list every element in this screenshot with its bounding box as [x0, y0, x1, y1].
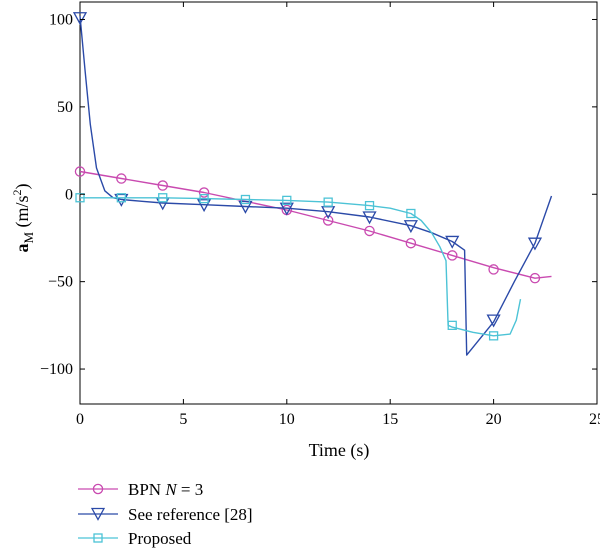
data-point [279, 202, 294, 216]
data-point [75, 193, 85, 203]
data-point [74, 166, 86, 177]
data-point [116, 193, 127, 203]
legend-item-proposed: Proposed [78, 529, 192, 548]
data-point [72, 12, 88, 26]
series-line-1 [79, 15, 553, 356]
series-1 [72, 12, 553, 356]
data-point [116, 173, 127, 184]
data-point [199, 193, 209, 204]
y-tick-label: −50 [48, 274, 73, 291]
x-tick-label: 15 [382, 411, 398, 428]
y-axis-label-sup: 2 [10, 189, 24, 195]
data-point [240, 194, 251, 205]
y-tick-label: 0 [65, 186, 73, 203]
y-tick-label: −100 [40, 361, 73, 378]
data-point [282, 195, 292, 206]
legend-label-bpn: BPN N = 3 [128, 480, 203, 499]
legend-label-bpn-tail: = 3 [177, 480, 204, 499]
data-point [157, 180, 168, 191]
data-point [198, 187, 210, 198]
y-tick-label: 50 [57, 99, 73, 116]
data-point [364, 225, 375, 237]
y-axis-label: aM (m/s2) [10, 183, 36, 252]
data-point [362, 211, 377, 225]
legend-item-bpn: BPN N = 3 [78, 480, 203, 499]
legend-label-bpn-italic: N [164, 480, 178, 499]
data-point [527, 237, 543, 251]
data-point [406, 208, 416, 219]
x-tick-label: 10 [279, 411, 295, 428]
y-axis-label-main: a [12, 244, 32, 253]
data-point [446, 250, 458, 261]
data-point [323, 197, 333, 207]
legend-label-proposed: Proposed [128, 529, 192, 548]
y-axis-label-sub: M [21, 232, 36, 244]
plot-area [79, 1, 598, 405]
data-point [486, 314, 501, 328]
series-line-0 [79, 170, 552, 279]
y-tick-label: 100 [49, 11, 73, 28]
data-point [447, 320, 457, 330]
legend-marker-bpn [92, 483, 104, 495]
x-tick-label: 20 [486, 411, 502, 428]
data-point [364, 200, 375, 211]
x-tick-label: 25 [589, 411, 600, 428]
data-point [322, 215, 334, 226]
x-tick-label: 0 [76, 411, 84, 428]
y-axis-label-close: ) [12, 183, 33, 189]
legend-item-reference: See reference [28] [78, 505, 253, 524]
x-tick-label: 5 [179, 411, 187, 428]
series-2 [75, 193, 522, 341]
data-point [238, 200, 253, 214]
plot-frame [79, 1, 598, 405]
data-point [158, 193, 168, 203]
x-axis-label: Time (s) [309, 440, 370, 461]
data-point [529, 272, 541, 284]
data-point [405, 237, 417, 249]
legend-label-bpn-name: BPN [128, 480, 161, 499]
series-0 [74, 166, 552, 284]
series-layer [72, 12, 553, 356]
legend-label-reference: See reference [28] [128, 505, 253, 524]
legend-marker-reference [90, 507, 106, 521]
series-line-2 [80, 197, 522, 337]
y-axis-label-unit-text: (m/s [12, 195, 33, 227]
data-point [114, 193, 129, 207]
data-point [196, 199, 212, 213]
data-point [445, 235, 460, 249]
data-point [488, 331, 499, 341]
data-point [488, 264, 499, 275]
legend-marker-proposed [93, 533, 103, 543]
legend: BPN N = 3 See reference [28] Proposed [78, 480, 253, 548]
ticks-layer: 0 5 10 15 20 25 100 50 0 −50 −100 [40, 2, 600, 428]
data-point [403, 220, 418, 234]
